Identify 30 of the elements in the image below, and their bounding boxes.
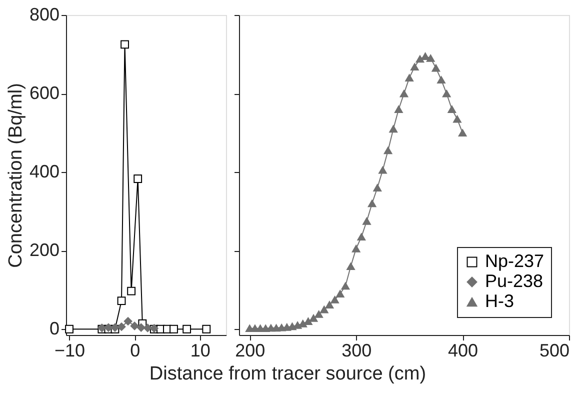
legend-label: Pu-238 [485,271,544,291]
point [170,324,178,334]
y-tick-label: 200 [29,240,60,260]
x-tick-label: 200 [235,340,266,360]
point [202,324,211,334]
legend-label: H-3 [485,291,514,311]
y-tick-label: 400 [29,162,60,182]
point [127,286,136,296]
point [65,324,74,334]
x-axis-title: Distance from tracer source (cm) [149,364,426,384]
x-tick-label: 300 [342,340,372,360]
point [117,322,126,331]
point [130,322,139,330]
y-tick-label: 0 [49,318,60,339]
point [143,324,152,332]
x-tick-label: 500 [539,340,570,360]
point [134,174,142,183]
point [136,323,146,332]
y-tick-label: 800 [29,4,60,24]
x-tick-label: 0 [130,340,140,360]
point [120,40,129,49]
point [182,324,192,334]
x-tick-label: 10 [190,340,210,360]
y-tick-label: 600 [29,83,60,104]
point [124,317,132,326]
legend-label: Np-237 [485,251,544,271]
x-tick-label: −10 [54,340,86,360]
point [117,296,126,306]
y-axis-title: Concentration (Bq/ml) [5,83,26,268]
x-tick-label: 400 [448,340,478,360]
